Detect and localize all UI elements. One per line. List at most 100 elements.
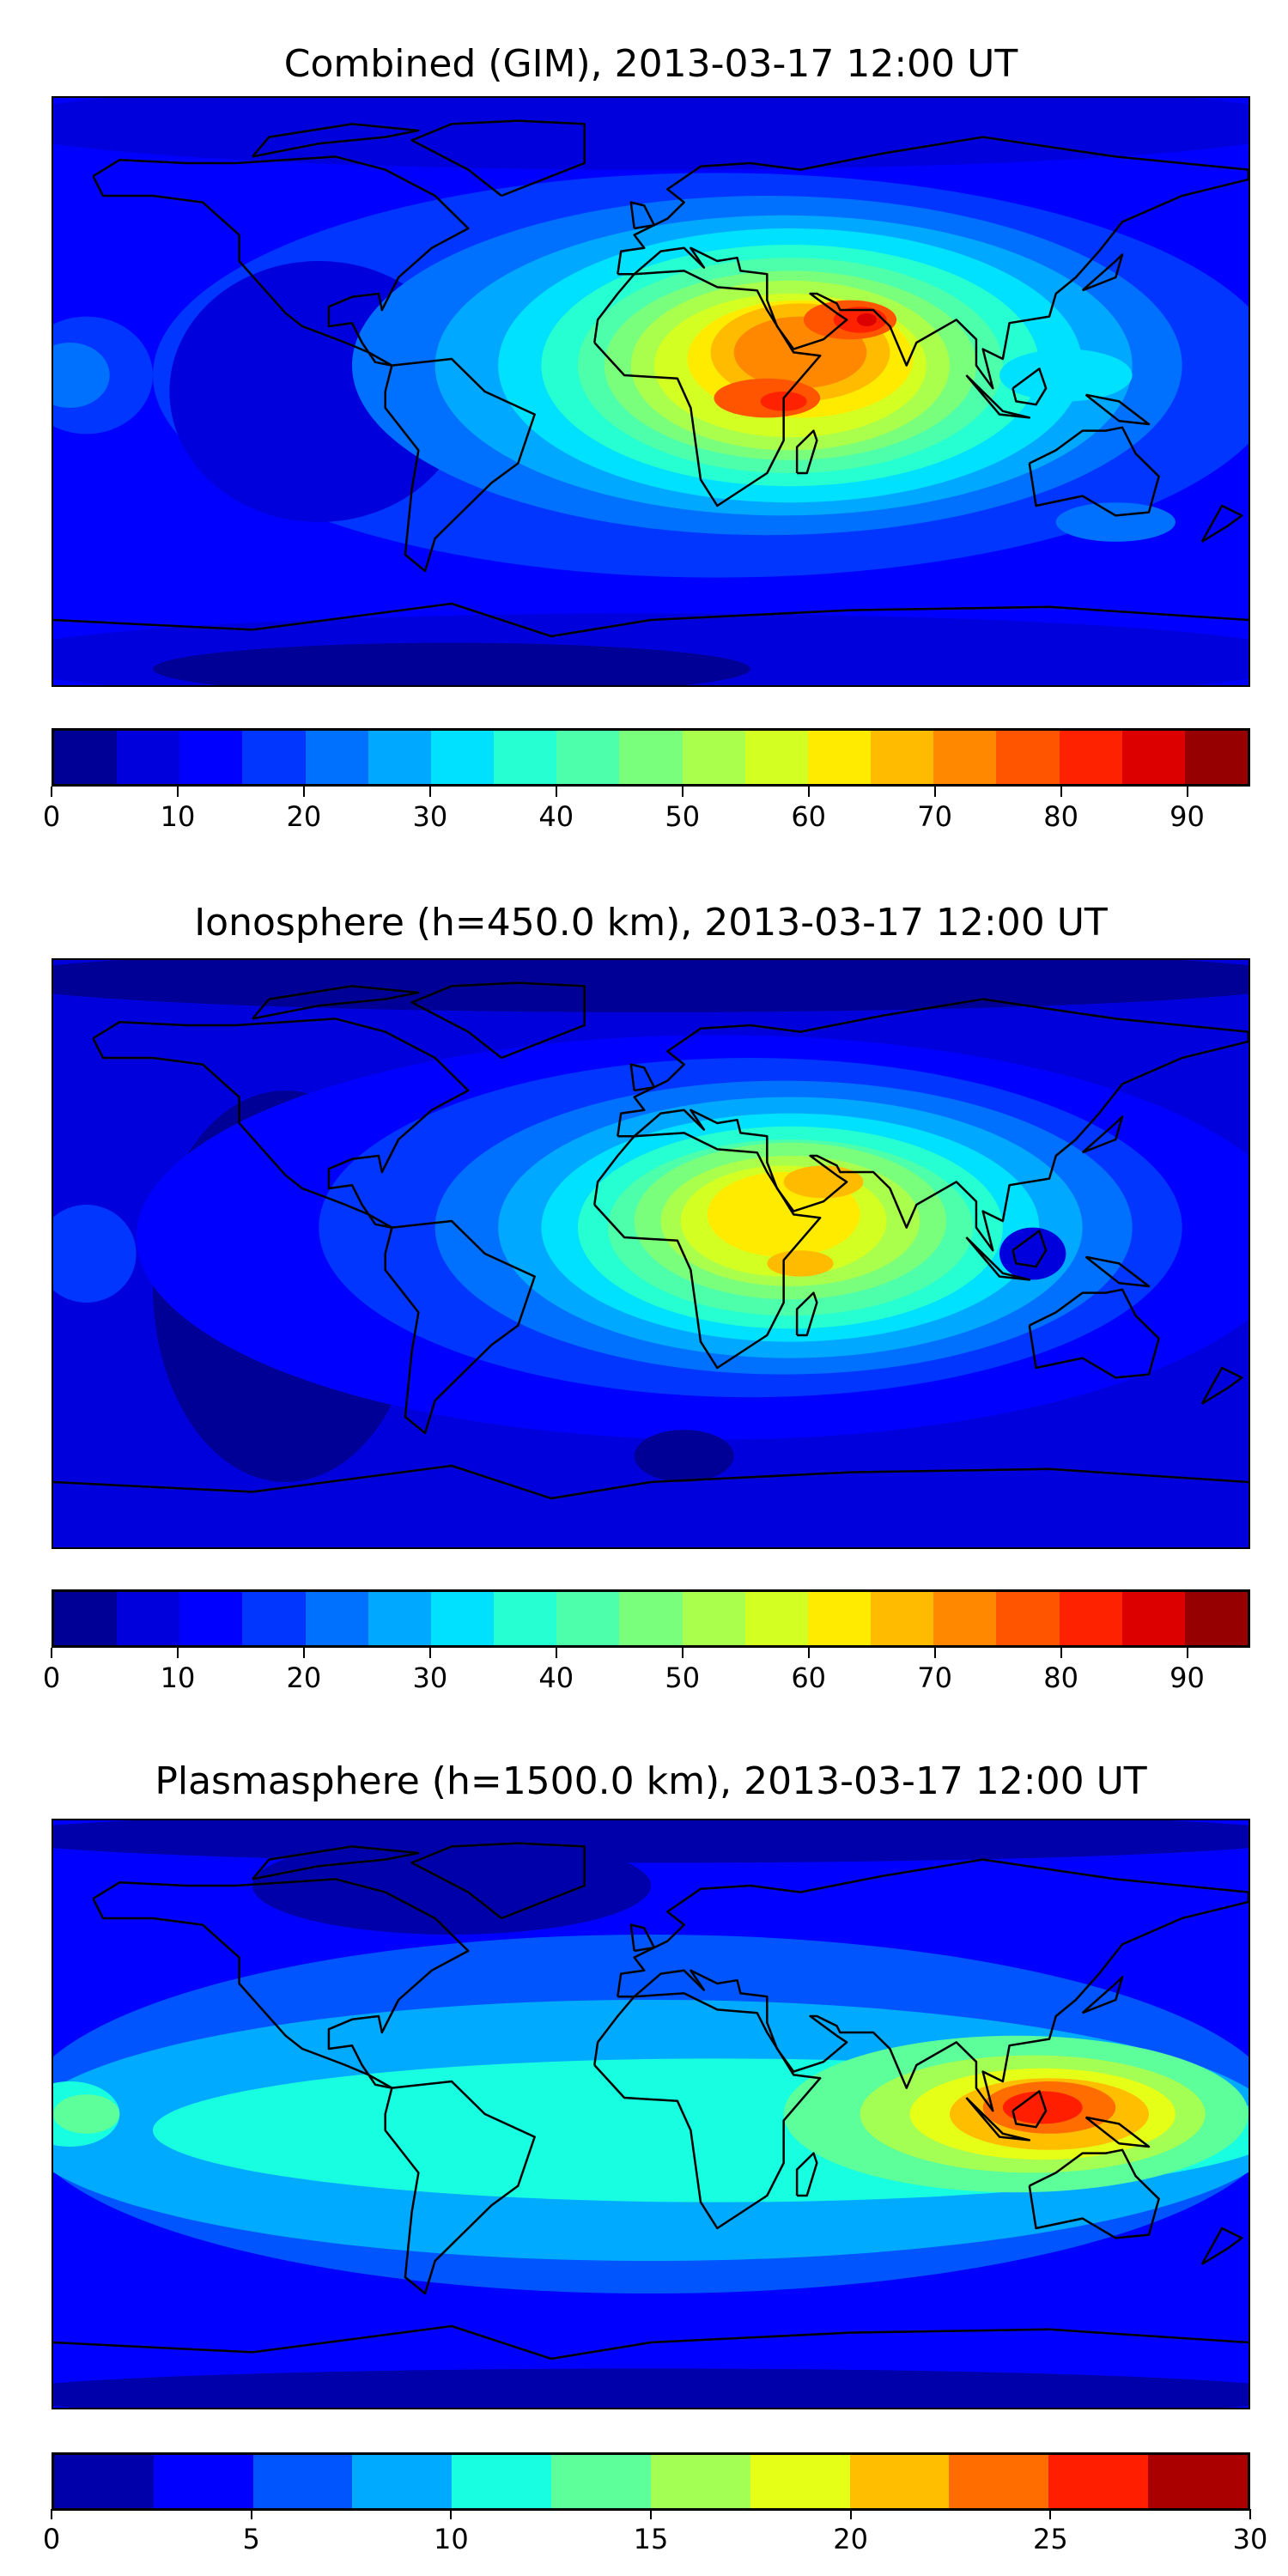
coastline-greenland: [412, 1844, 585, 1918]
colorbar-tick-label: 40: [538, 800, 574, 833]
coastline-canadian-arctic: [252, 986, 418, 1018]
coastline-new-guinea: [1086, 395, 1149, 424]
colorbar-tick-label: 90: [1170, 1662, 1205, 1694]
colorbar-tick-label: 30: [412, 1662, 448, 1694]
contour-band: [252, 1837, 651, 1935]
colorbar-tick-label: 40: [538, 1662, 574, 1694]
colorbar-tick: [250, 2509, 252, 2519]
colorbar-segment: [556, 731, 620, 784]
colorbar-tick: [302, 787, 305, 797]
contour-band: [53, 343, 110, 408]
colorbar-tick-label: 20: [833, 2523, 869, 2555]
colorbar-tick: [176, 1648, 179, 1658]
colorbar-tick: [1060, 1648, 1062, 1658]
colorbar-segment: [1148, 2455, 1248, 2508]
contour-band: [634, 1430, 734, 1482]
coastline-north-america: [93, 1879, 468, 2087]
contour-band: [53, 98, 1249, 170]
colorbar-segment: [619, 731, 683, 784]
colorbar-segment: [1121, 731, 1185, 784]
coastline-greenland: [412, 121, 585, 196]
colorbar-tick: [51, 1648, 52, 1658]
coastline-australia: [1030, 428, 1159, 516]
colorbar-segment: [352, 2455, 453, 2508]
colorbar-tick: [807, 1648, 810, 1658]
colorbar-tick-label: 20: [286, 800, 322, 833]
colorbar-tick: [807, 787, 810, 797]
colorbar-segment: [117, 731, 180, 784]
map-plot-ionosphere: [53, 960, 1249, 1547]
coastline-new-zealand: [1202, 1368, 1242, 1404]
contour-band: [153, 642, 750, 685]
colorbar-segment: [117, 1592, 180, 1645]
colorbar-tick: [681, 1648, 683, 1658]
colorbar-ionosphere: [52, 1589, 1250, 1648]
contour-band: [783, 1165, 864, 1199]
colorbar-segment: [242, 1592, 306, 1645]
colorbar-segment: [933, 1592, 997, 1645]
colorbar-segment: [430, 1592, 495, 1645]
colorbar-tick: [650, 2509, 652, 2519]
colorbar-tick-label: 20: [286, 1662, 322, 1694]
coastline-borneo: [1012, 1230, 1046, 1267]
coastline-south-america: [386, 2081, 535, 2293]
colorbar-ticks-ionosphere: 0 10 20 30 40 50 60 70 80 90: [43, 1648, 1250, 1708]
coastline-borneo: [1012, 368, 1046, 404]
colorbar-tick: [450, 2509, 453, 2519]
colorbar-segment: [54, 2455, 154, 2508]
coastline-new-zealand: [1202, 506, 1242, 542]
colorbar-tick: [428, 1648, 431, 1658]
colorbar-segment: [494, 1592, 557, 1645]
coastline-new-zealand: [1202, 2228, 1242, 2264]
coastline-sumatra-java: [966, 375, 1029, 417]
colorbar-segment: [1184, 731, 1248, 784]
colorbar-segment: [551, 2455, 651, 2508]
coastline-north-america: [93, 156, 468, 365]
colorbar-tick-label: 10: [160, 800, 196, 833]
colorbar-segment: [650, 2455, 750, 2508]
colorbar-tick-label: 80: [1043, 1662, 1078, 1694]
colorbar-segment: [556, 1592, 620, 1645]
contour-band: [767, 1250, 834, 1277]
coastline-eurasia: [617, 999, 1249, 1251]
colorbar-tick: [1060, 787, 1062, 797]
colorbar-segment: [933, 731, 997, 784]
colorbar-tick: [1049, 2509, 1052, 2519]
colorbar-segment: [1059, 1592, 1122, 1645]
map-plot-plasmasphere: [53, 1820, 1249, 2408]
coastline-new-guinea: [1086, 2117, 1149, 2147]
contour-band: [53, 2094, 120, 2134]
colorbar-segment: [179, 1592, 243, 1645]
colorbar-segment: [368, 731, 431, 784]
contour-band: [999, 1227, 1066, 1280]
colorbar-tick-label: 50: [665, 1662, 701, 1694]
coastline-greenland: [412, 983, 585, 1058]
coastline-madagascar: [797, 2154, 817, 2196]
colorbar-segment: [849, 2455, 950, 2508]
colorbar-segment: [54, 1592, 118, 1645]
coastline-sumatra-java: [966, 1237, 1029, 1279]
contour-band: [856, 313, 877, 326]
colorbar-segment: [305, 1592, 368, 1645]
colorbar-tick: [681, 787, 683, 797]
map-plot-combined: [53, 98, 1249, 685]
contour-band: [53, 2368, 1249, 2408]
colorbar-segment: [996, 731, 1060, 784]
colorbar-tick-label: 30: [1232, 2523, 1268, 2555]
coastline-antarctica: [53, 1466, 1249, 1498]
colorbar-ticks-plasmasphere: 0 5 10 15 20 25 30: [43, 2509, 1267, 2569]
colorbar-segment: [744, 731, 808, 784]
contour-band: [53, 1205, 137, 1303]
coastline-japan: [1083, 254, 1122, 290]
colorbar-segment: [744, 1592, 808, 1645]
colorbar-tick: [51, 2509, 52, 2519]
coastline-madagascar: [797, 1293, 817, 1335]
colorbar-segment: [54, 731, 118, 784]
colorbar-tick: [302, 1648, 305, 1658]
chart-title-ionosphere: Ionosphere (h=450.0 km), 2013-03-17 12:0…: [194, 901, 1108, 945]
chart-title-combined: Combined (GIM), 2013-03-17 12:00 UT: [283, 42, 1018, 86]
colorbar-tick-label: 70: [917, 800, 952, 833]
colorbar-segment: [996, 1592, 1060, 1645]
colorbar-tick-label: 0: [42, 800, 61, 833]
colorbar-segment: [682, 731, 745, 784]
